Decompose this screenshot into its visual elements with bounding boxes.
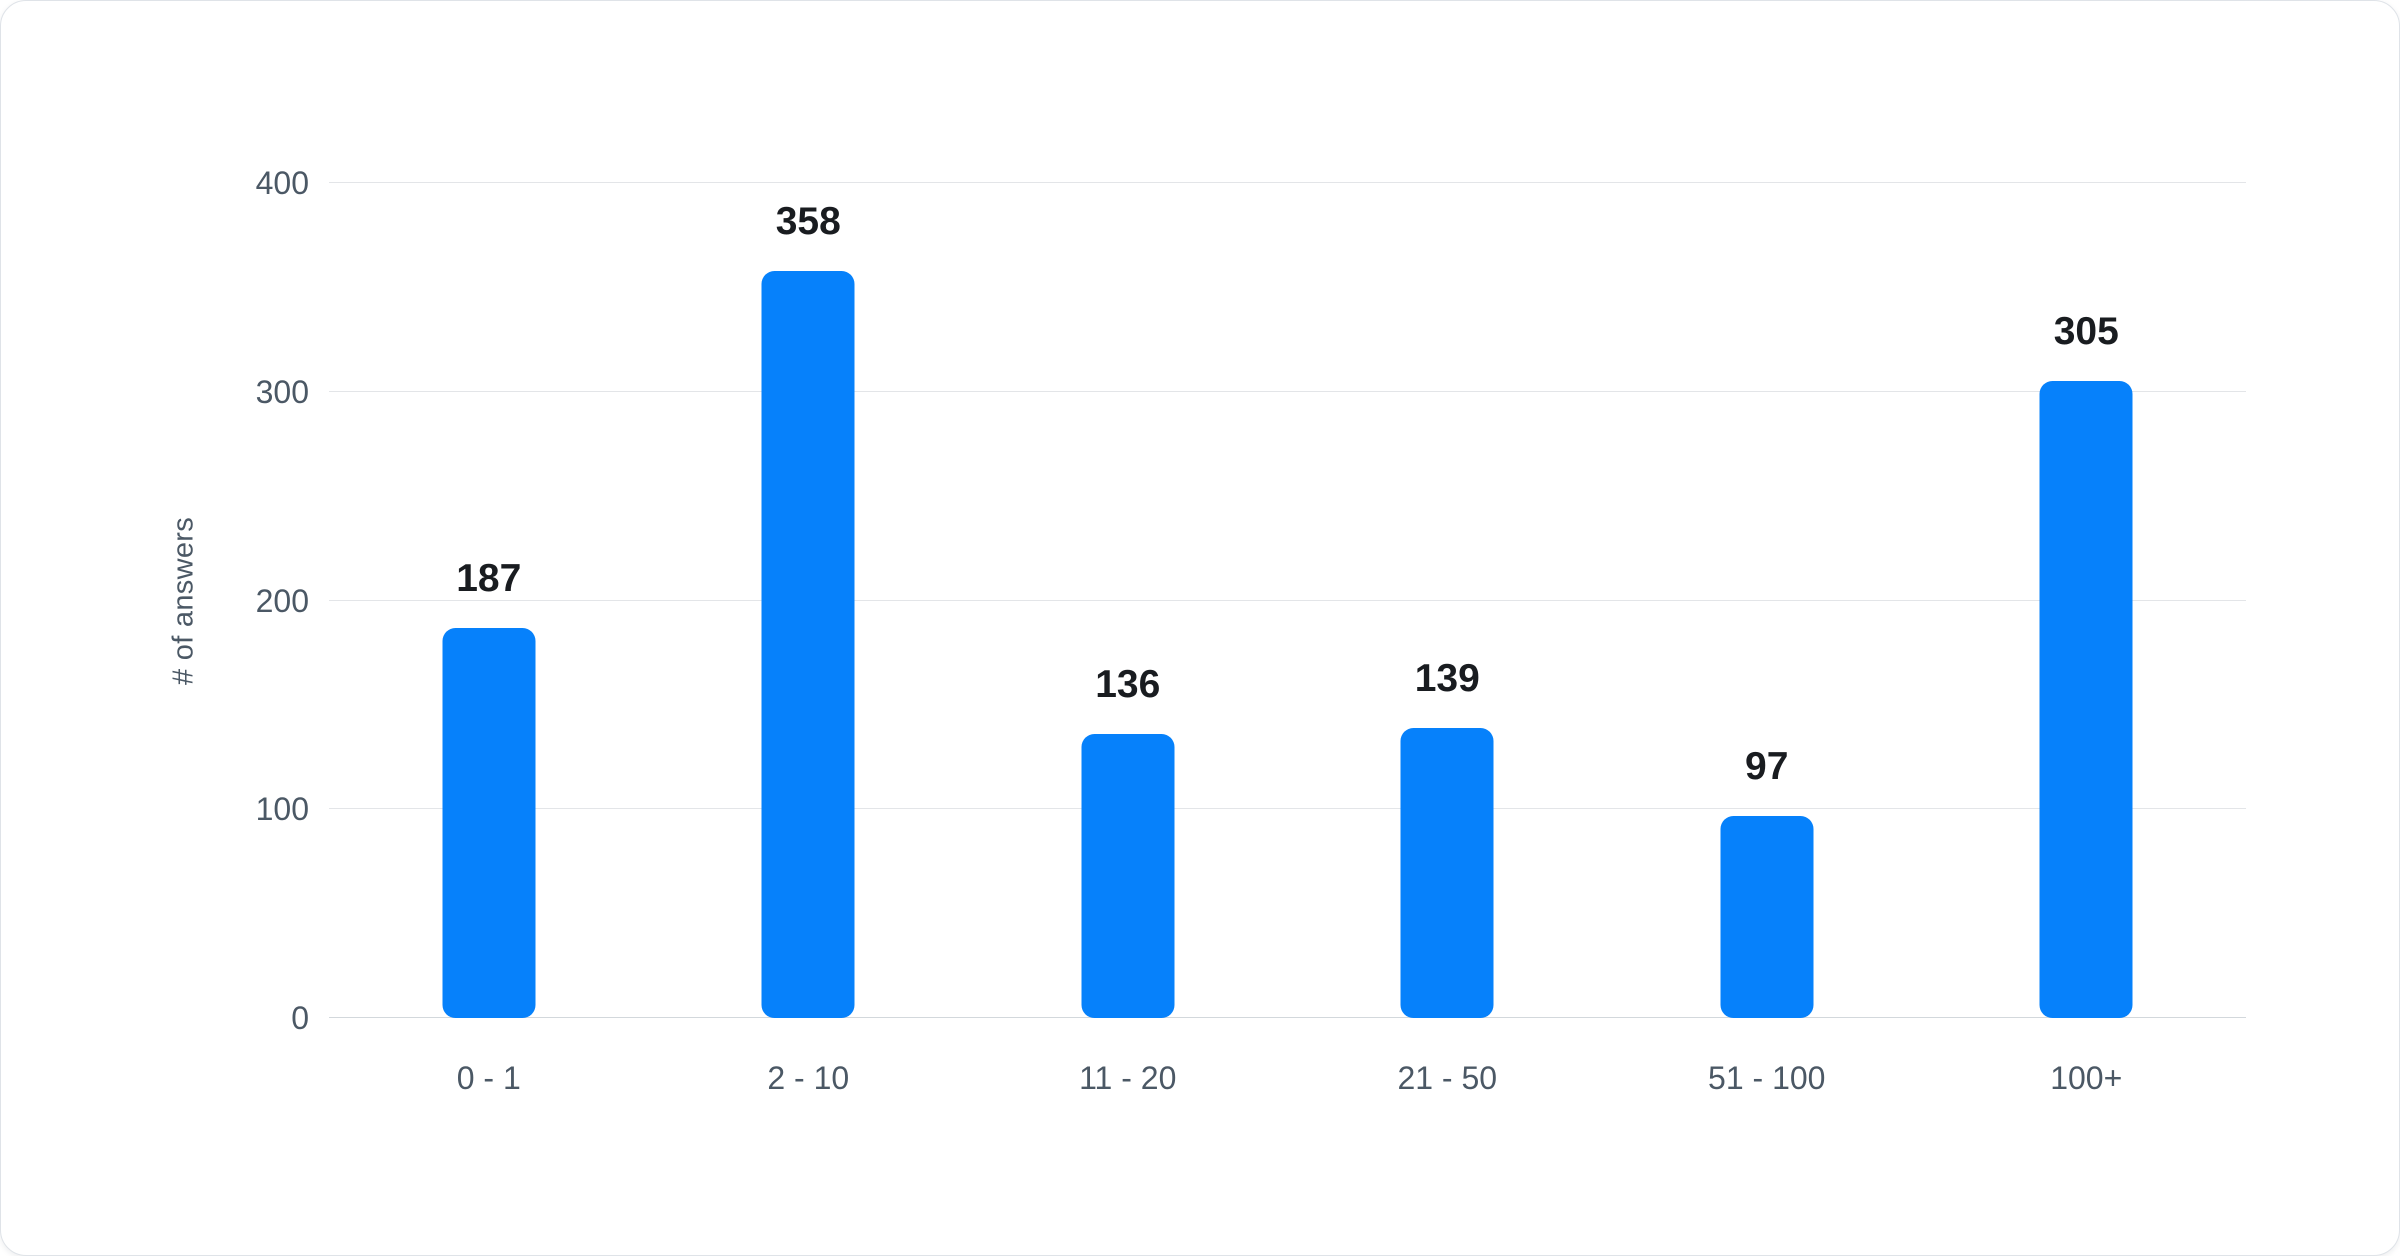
bar [2039,381,2133,1018]
x-axis-category-label: 100+ [2050,1060,2123,1096]
bar-value-label: 97 [1745,744,1789,788]
gridline [329,808,2246,810]
bar-slot: 358 2 - 10 [649,183,969,1094]
bar-slot: 187 0 - 1 [329,183,649,1094]
bar [1720,815,1814,1018]
gridline [329,390,2246,392]
y-tick-label: 400 [255,165,309,201]
bar [761,270,855,1018]
x-axis-category-label: 2 - 10 [767,1060,850,1096]
gridline [329,599,2246,601]
bar-value-label: 358 [775,199,841,243]
bar [1400,727,1494,1018]
x-axis-category-label: 51 - 100 [1708,1060,1826,1096]
bar-series: 187 0 - 1 358 2 - 10 136 11 - 20 139 21 - 50 97 5… [329,183,2247,1094]
plot-area: 0 100 200 300 400 187 0 - 1 358 2 - 10 136 11 - 2… [256,167,2247,1094]
bar-slot: 139 21 - 50 [1288,183,1608,1094]
y-tick-label: 200 [255,582,309,619]
x-axis-baseline [329,1017,2246,1018]
bar-slot: 305 100+ [1927,183,2247,1094]
bar [442,627,536,1018]
bar-slot: 97 51 - 100 [1607,183,1927,1094]
gridline [329,182,2246,183]
bar [1081,734,1175,1018]
bar-value-label: 187 [456,556,522,600]
bar-value-label: 136 [1095,663,1161,707]
y-tick-label: 300 [255,373,309,410]
bar-slot: 136 11 - 20 [968,183,1288,1094]
y-tick-label: 0 [291,1000,309,1036]
bar-value-label: 305 [2053,310,2119,354]
x-axis-category-label: 11 - 20 [1079,1060,1177,1096]
x-axis-category-label: 21 - 50 [1397,1060,1498,1096]
bar-value-label: 139 [1414,656,1480,700]
x-axis-category-label: 0 - 1 [456,1060,521,1096]
y-axis-title: # of answers [167,516,200,686]
y-tick-label: 100 [255,791,309,828]
